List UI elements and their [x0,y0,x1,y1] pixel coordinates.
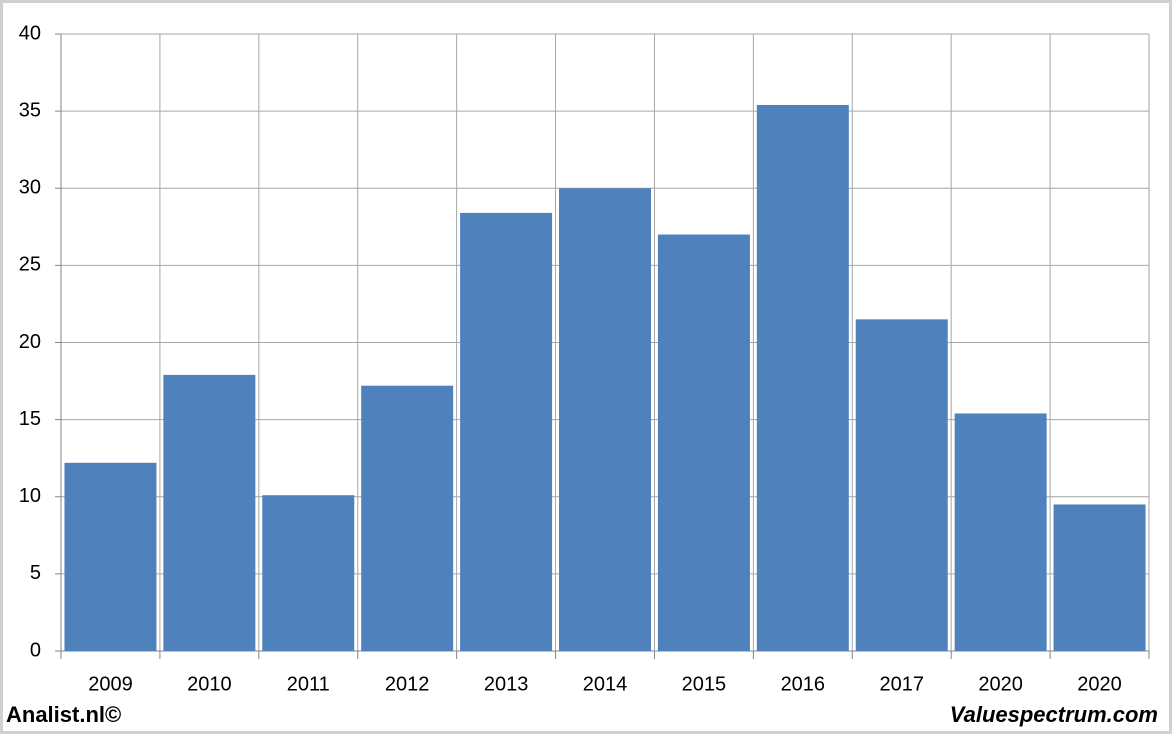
bar [1053,504,1146,651]
y-tick-label: 25 [19,254,41,276]
y-tick-label: 5 [30,562,41,584]
footer-left: Analist.nl© [6,702,121,727]
x-tick-label: 2009 [88,673,133,695]
bar [361,385,454,651]
x-tick-label: 2016 [781,673,826,695]
x-tick-label: 2017 [879,673,924,695]
y-tick-label: 35 [19,99,41,121]
bar [954,413,1047,651]
bar [163,374,256,651]
x-tick-label: 2012 [385,673,430,695]
y-tick-label: 0 [30,639,41,661]
bar [64,462,157,651]
x-tick-label: 2013 [484,673,529,695]
y-tick-label: 15 [19,408,41,430]
y-tick-label: 20 [19,331,41,353]
bar [460,212,553,651]
x-tick-label: 2015 [682,673,727,695]
bar [855,319,948,651]
bar [756,104,849,651]
x-tick-label: 2020 [978,673,1023,695]
x-tick-label: 2010 [187,673,232,695]
bar [657,234,750,651]
x-tick-label: 2020 [1077,673,1122,695]
bar [262,495,355,651]
y-tick-label: 10 [19,485,41,507]
y-tick-label: 40 [19,22,41,44]
bar [559,188,651,651]
footer-right: Valuespectrum.com [950,702,1158,727]
y-tick-label: 30 [19,177,41,199]
x-tick-label: 2011 [287,673,330,695]
x-tick-label: 2014 [583,673,628,695]
